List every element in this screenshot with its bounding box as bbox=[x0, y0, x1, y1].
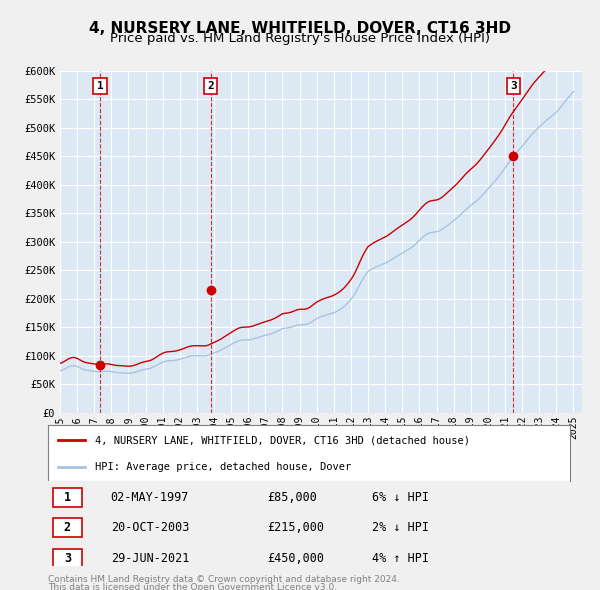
Text: HPI: Average price, detached house, Dover: HPI: Average price, detached house, Dove… bbox=[95, 462, 351, 472]
Text: £85,000: £85,000 bbox=[267, 491, 317, 504]
FancyBboxPatch shape bbox=[53, 519, 82, 537]
Text: 02-MAY-1997: 02-MAY-1997 bbox=[110, 491, 189, 504]
FancyBboxPatch shape bbox=[53, 549, 82, 568]
Text: £450,000: £450,000 bbox=[267, 552, 324, 565]
Text: 29-JUN-2021: 29-JUN-2021 bbox=[110, 552, 189, 565]
Text: 4% ↑ HPI: 4% ↑ HPI bbox=[371, 552, 428, 565]
FancyBboxPatch shape bbox=[53, 488, 82, 506]
Text: 3: 3 bbox=[510, 81, 517, 91]
Text: 4, NURSERY LANE, WHITFIELD, DOVER, CT16 3HD: 4, NURSERY LANE, WHITFIELD, DOVER, CT16 … bbox=[89, 21, 511, 35]
Text: Contains HM Land Registry data © Crown copyright and database right 2024.: Contains HM Land Registry data © Crown c… bbox=[48, 575, 400, 584]
Text: 3: 3 bbox=[64, 552, 71, 565]
Text: 1: 1 bbox=[64, 491, 71, 504]
Text: 2: 2 bbox=[64, 522, 71, 535]
Text: 20-OCT-2003: 20-OCT-2003 bbox=[110, 522, 189, 535]
Text: Price paid vs. HM Land Registry's House Price Index (HPI): Price paid vs. HM Land Registry's House … bbox=[110, 32, 490, 45]
Text: 1: 1 bbox=[97, 81, 103, 91]
Text: 2: 2 bbox=[207, 81, 214, 91]
Text: £215,000: £215,000 bbox=[267, 522, 324, 535]
Text: 2% ↓ HPI: 2% ↓ HPI bbox=[371, 522, 428, 535]
Text: 4, NURSERY LANE, WHITFIELD, DOVER, CT16 3HD (detached house): 4, NURSERY LANE, WHITFIELD, DOVER, CT16 … bbox=[95, 435, 470, 445]
Text: 6% ↓ HPI: 6% ↓ HPI bbox=[371, 491, 428, 504]
Text: This data is licensed under the Open Government Licence v3.0.: This data is licensed under the Open Gov… bbox=[48, 583, 337, 590]
